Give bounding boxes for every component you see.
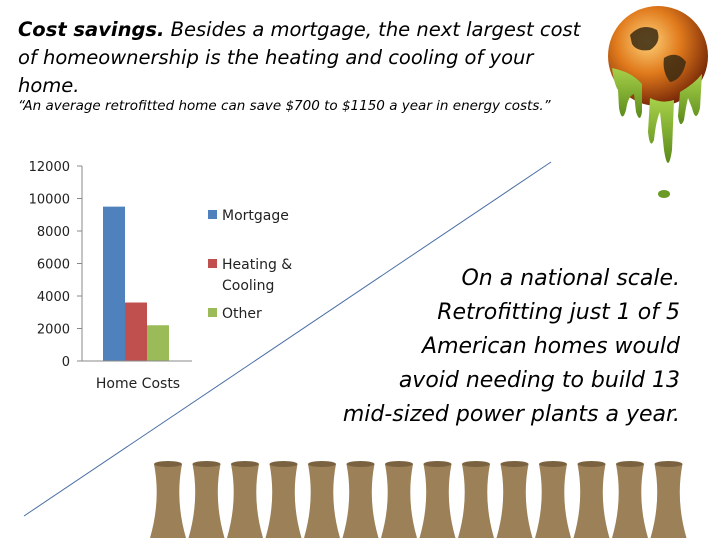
cooling-tower-icon <box>496 461 533 538</box>
bar-mortgage <box>103 206 125 361</box>
cooling-tower-icon <box>342 461 379 538</box>
cooling-tower-icon <box>458 461 494 538</box>
legend-swatch <box>208 210 217 219</box>
cooling-tower-icon <box>304 461 340 538</box>
cooling-towers-row <box>150 461 687 538</box>
cooling-tower-icon <box>227 461 263 538</box>
y-tick-label: 6000 <box>37 258 70 273</box>
national-body: Retrofitting just 1 of 5 American homes … <box>342 300 680 427</box>
bar-other <box>147 325 169 361</box>
legend-swatch <box>208 259 217 268</box>
national-lead: On a national scale. <box>461 266 680 291</box>
y-tick-label: 4000 <box>37 290 70 305</box>
cooling-tower-icon <box>535 461 571 538</box>
legend-label: Heating & Cooling <box>222 257 292 294</box>
cooling-tower-icon <box>188 461 225 538</box>
y-tick-label: 8000 <box>37 225 70 240</box>
legend-label-line: Cooling <box>222 278 274 294</box>
slide-heading: Cost savings. Besides a mortgage, the ne… <box>18 16 588 100</box>
legend-label-line: Heating & <box>222 257 292 273</box>
bar-heating-cooling <box>125 302 147 361</box>
cooling-tower-icon <box>612 461 648 538</box>
cooling-tower-icon <box>650 461 687 538</box>
cooling-tower-icon <box>573 461 610 538</box>
legend-swatch <box>208 308 217 317</box>
x-category-label: Home Costs <box>96 376 180 392</box>
cooling-tower-icon <box>419 461 456 538</box>
cooling-tower-icon <box>150 461 186 538</box>
savings-quote: “An average retrofitted home can save $7… <box>18 98 551 114</box>
home-costs-chart: 0 2000 4000 6000 8000 10000 12000 Mortgage Heat… <box>29 160 293 392</box>
y-tick-label: 10000 <box>29 193 70 208</box>
legend-label: Mortgage <box>222 208 289 224</box>
legend-label: Other <box>222 306 262 322</box>
y-tick-label: 2000 <box>37 323 70 338</box>
cooling-tower-icon <box>265 461 302 538</box>
national-scale-text: On a national scale. Retrofitting just 1… <box>290 262 680 432</box>
heading-bold: Cost savings. <box>18 18 165 41</box>
y-tick-label: 0 <box>62 355 70 370</box>
heading-text: Besides a mortgage, the next largest cos… <box>18 18 581 97</box>
y-tick-label: 12000 <box>29 160 70 175</box>
melting-globe-icon <box>608 6 708 198</box>
cooling-tower-icon <box>381 461 417 538</box>
